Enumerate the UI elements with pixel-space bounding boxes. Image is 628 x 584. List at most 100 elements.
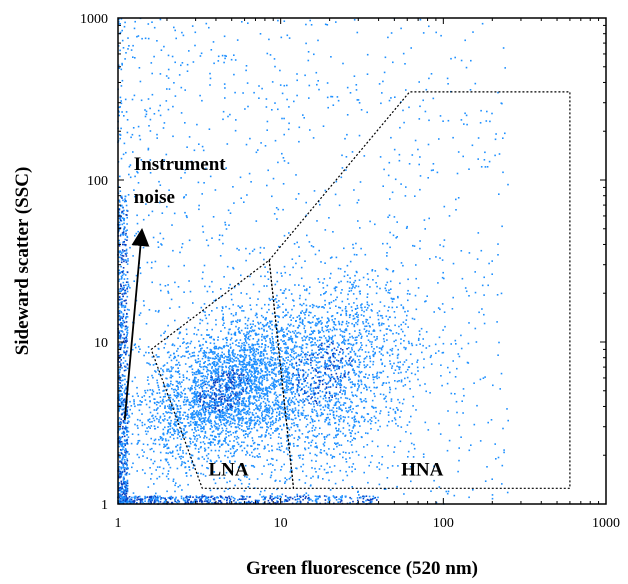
scatter-point: [234, 422, 236, 425]
scatter-point: [205, 387, 208, 389]
scatter-point: [280, 363, 282, 366]
scatter-point: [266, 285, 268, 287]
scatter-point: [247, 435, 249, 438]
scatter-point: [340, 359, 342, 362]
scatter-point: [199, 424, 201, 426]
scatter-point: [184, 411, 187, 414]
scatter-point: [360, 380, 363, 383]
scatter-point: [302, 470, 304, 473]
scatter-point: [264, 394, 266, 396]
scatter-point: [240, 347, 242, 349]
scatter-point: [366, 364, 369, 366]
scatter-point: [265, 393, 267, 396]
scatter-point: [388, 99, 391, 102]
scatter-point: [281, 292, 284, 294]
scatter-point: [156, 418, 158, 420]
scatter-point: [268, 409, 271, 412]
scatter-point: [187, 413, 189, 416]
scatter-point: [358, 359, 360, 361]
scatter-point: [291, 349, 293, 352]
scatter-point: [177, 408, 180, 410]
scatter-point: [158, 419, 160, 421]
scatter-point: [228, 224, 230, 226]
scatter-point: [313, 405, 315, 408]
scatter-point: [219, 361, 222, 363]
scatter-point: [176, 408, 179, 410]
scatter-point: [339, 386, 342, 389]
scatter-point: [191, 428, 193, 431]
scatter-point: [182, 374, 185, 376]
scatter-point: [397, 353, 400, 356]
scatter-point: [310, 397, 312, 400]
scatter-point: [158, 475, 161, 478]
scatter-point: [287, 449, 290, 451]
scatter-point: [351, 417, 353, 419]
scatter-point: [408, 342, 410, 345]
scatter-point: [320, 344, 323, 347]
scatter-point: [391, 306, 394, 309]
scatter-point: [374, 223, 376, 226]
scatter-point: [201, 422, 204, 425]
scatter-point: [306, 335, 309, 338]
scatter-point: [240, 410, 242, 413]
scatter-point: [325, 387, 328, 389]
scatter-point: [210, 349, 213, 351]
scatter-point: [245, 354, 248, 357]
scatter-point: [418, 337, 420, 340]
scatter-point: [259, 422, 262, 424]
scatter-point: [141, 449, 144, 451]
scatter-point: [363, 155, 366, 157]
scatter-point: [289, 435, 291, 437]
scatter-point: [337, 442, 339, 444]
scatter-point: [185, 452, 188, 455]
scatter-point: [217, 339, 219, 341]
scatter-point: [249, 297, 251, 299]
scatter-point: [238, 362, 241, 364]
scatter-point: [255, 391, 258, 394]
scatter-point: [347, 422, 349, 425]
scatter-point: [323, 278, 326, 280]
scatter-point: [242, 374, 244, 376]
scatter-point: [258, 453, 261, 455]
scatter-point: [338, 323, 341, 326]
scatter-point: [332, 326, 335, 329]
scatter-point: [354, 374, 356, 376]
scatter-point: [180, 417, 182, 419]
scatter-point: [239, 368, 242, 371]
scatter-point: [258, 405, 260, 407]
scatter-point: [480, 249, 483, 252]
scatter-point: [254, 360, 257, 362]
scatter-point: [355, 405, 358, 407]
scatter-point: [278, 413, 280, 416]
scatter-point: [225, 405, 228, 407]
scatter-point: [288, 338, 291, 341]
scatter-point: [339, 382, 342, 385]
scatter-point: [304, 339, 306, 341]
scatter-point: [351, 394, 354, 396]
scatter-point: [341, 362, 344, 364]
scatter-point: [245, 366, 247, 369]
scatter-point: [235, 312, 237, 314]
scatter-point: [327, 382, 329, 385]
scatter-point: [240, 371, 243, 373]
scatter-point: [396, 380, 399, 383]
scatter-point: [210, 379, 213, 382]
scatter-point: [199, 398, 202, 401]
scatter-point: [283, 234, 286, 237]
scatter-point: [225, 399, 227, 401]
scatter-point: [258, 385, 260, 388]
scatter-point: [377, 314, 379, 317]
scatter-point: [218, 377, 220, 380]
scatter-point: [150, 425, 153, 427]
scatter-point: [429, 258, 431, 260]
scatter-point: [324, 351, 326, 353]
scatter-point: [225, 382, 228, 384]
scatter-point: [319, 451, 322, 454]
scatter-point: [233, 388, 235, 390]
scatter-point: [325, 397, 327, 399]
scatter-point: [328, 375, 330, 378]
scatter-point: [385, 289, 387, 292]
scatter-point: [169, 407, 171, 410]
scatter-point: [335, 305, 337, 307]
scatter-point: [325, 383, 328, 385]
